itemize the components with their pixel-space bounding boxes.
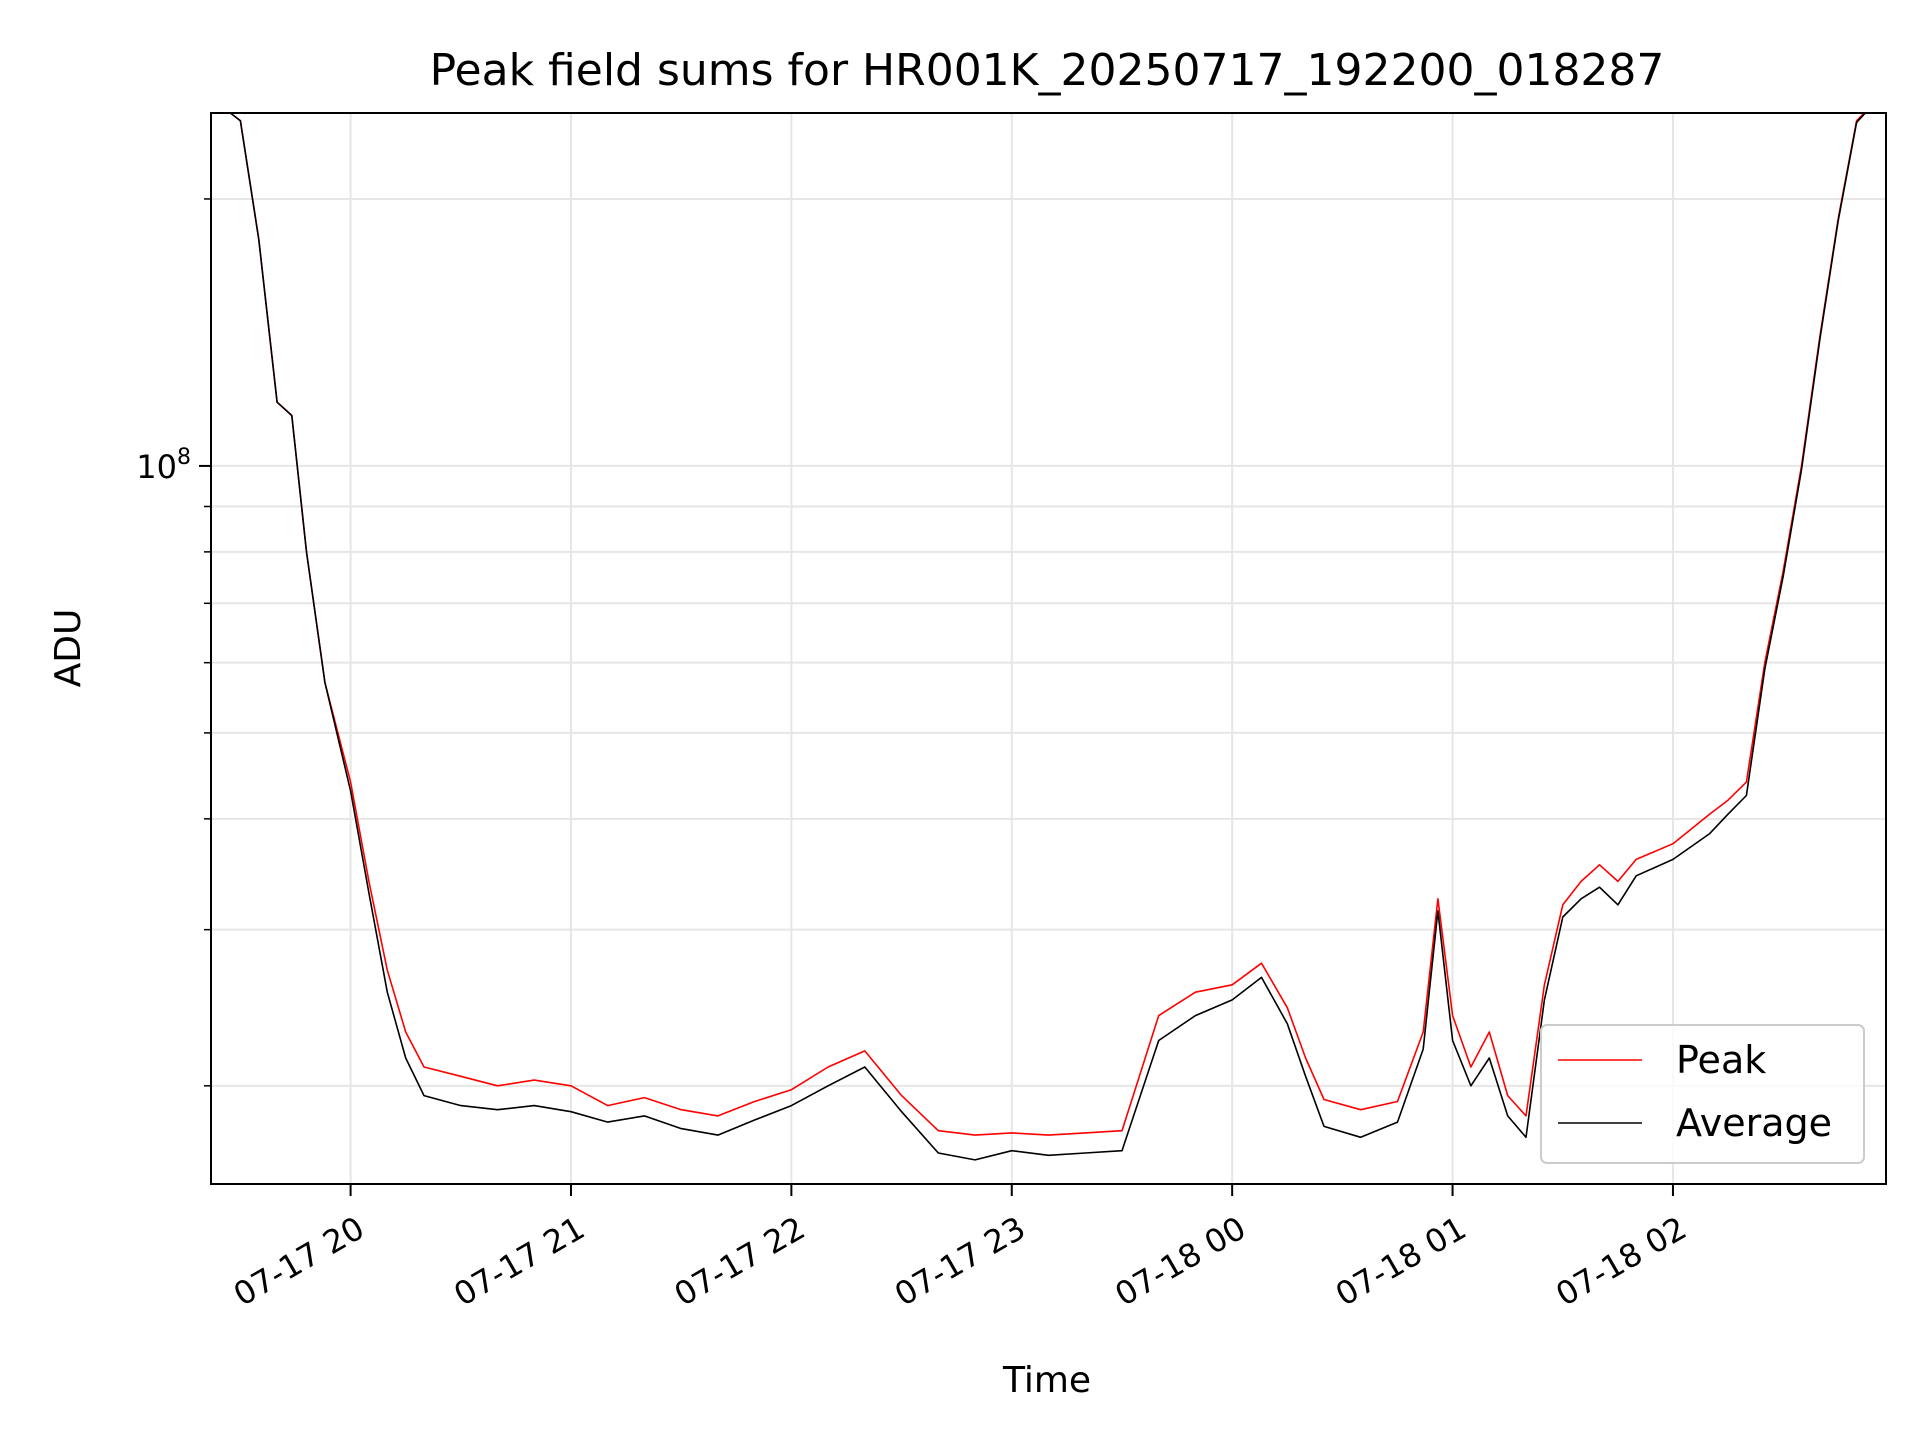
x-axis-label: Time bbox=[1002, 1360, 1091, 1401]
y-axis-ticks: 108 bbox=[136, 198, 211, 1087]
grid bbox=[211, 113, 1886, 1184]
legend-label-peak: Peak bbox=[1676, 1038, 1766, 1082]
series-line-average bbox=[229, 113, 1867, 1161]
plot-frame bbox=[210, 112, 1887, 1185]
series-line-peak bbox=[229, 113, 1866, 1136]
legend-label-average: Average bbox=[1676, 1101, 1832, 1145]
series-layer bbox=[229, 113, 1867, 1161]
legend: Peak Average bbox=[1540, 1024, 1865, 1164]
y-axis-label: ADU bbox=[48, 609, 89, 688]
chart-title: Peak field sums for HR001K_20250717_1922… bbox=[430, 45, 1665, 96]
y-tick-label: 108 bbox=[136, 445, 191, 486]
